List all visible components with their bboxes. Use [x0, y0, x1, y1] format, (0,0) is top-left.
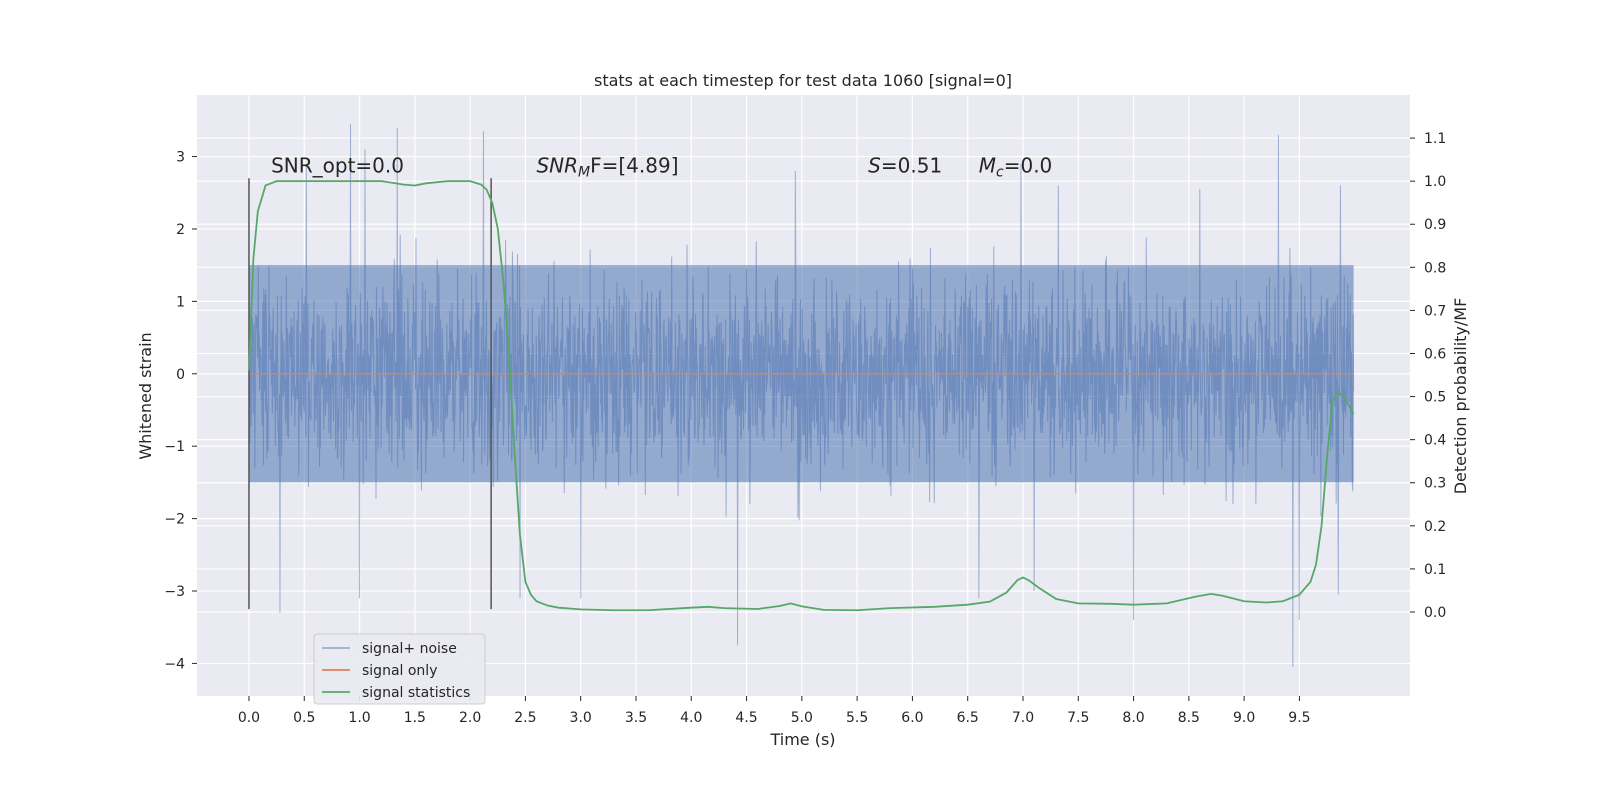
annotation-s-value: S=0.51	[868, 153, 942, 177]
x-tick-label-4: 2.0	[459, 710, 481, 726]
x-tick-label-15: 7.5	[1067, 710, 1089, 726]
x-tick-label-18: 9.0	[1233, 710, 1255, 726]
y-axis-ticks: −4 −3 −2 −1 0 1 2 3	[164, 150, 197, 672]
y-tick-label-1: −3	[164, 584, 185, 600]
y-tick-label-5: 1	[176, 294, 185, 310]
series-signal-statistics	[248, 180, 1355, 612]
x-tick-label-11: 5.5	[846, 710, 868, 726]
x-tick-label-8: 4.0	[680, 710, 702, 726]
legend-box	[313, 633, 486, 705]
y-tick-label-2: −2	[164, 512, 185, 528]
chart-title: stats at each timestep for test data 106…	[594, 71, 1012, 90]
annotation-mc-value: Mc=0.0	[979, 153, 1053, 180]
x-axis-label: Time (s)	[769, 730, 835, 749]
annotation-snr-opt: SNR_opt=0.0	[271, 153, 404, 177]
y2-tick-label-8: 0.8	[1424, 260, 1446, 276]
x-tick-label-12: 6.0	[901, 710, 923, 726]
y-tick-label-7: 3	[176, 150, 185, 166]
annotations: SNR_opt=0.0 SNRMF=[4.89] S=0.51 Mc=0.0	[271, 153, 1052, 180]
y2-tick-label-7: 0.7	[1424, 303, 1446, 319]
vertical-lines	[248, 178, 492, 610]
y2-axis-ticks: 0.0 0.1 0.2 0.3 0.4 0.5 0.6 0.7 0.8 0.9 1.0 1.1	[1410, 131, 1446, 621]
x-tick-label-7: 3.5	[625, 710, 647, 726]
x-tick-label-2: 1.0	[348, 710, 370, 726]
x-tick-label-0: 0.0	[238, 710, 260, 726]
y-axis-label: Whitened strain	[136, 332, 155, 459]
noise-trace	[248, 123, 1355, 668]
y2-tick-label-10: 1.0	[1424, 174, 1446, 190]
legend-label-signal-statistics: signal statistics	[362, 685, 470, 701]
y2-tick-label-4: 0.4	[1424, 433, 1446, 449]
y2-tick-label-3: 0.3	[1424, 476, 1446, 492]
x-tick-label-19: 9.5	[1288, 710, 1310, 726]
y-tick-label-6: 2	[176, 222, 185, 238]
legend-label-signal-only: signal only	[362, 663, 437, 679]
y-tick-label-0: −4	[164, 656, 185, 672]
x-tick-label-1: 0.5	[293, 710, 315, 726]
legend: signal+ noise signal only signal statistic…	[313, 633, 486, 705]
x-axis-ticks: 0.0 0.5 1.0 1.5 2.0 2.5 3.0 3.5 4.0 4.5 5.0 5.5 6.0 6…	[238, 696, 1311, 726]
y2-tick-label-2: 0.2	[1424, 519, 1446, 535]
x-tick-label-5: 2.5	[514, 710, 536, 726]
y2-tick-label-9: 0.9	[1424, 217, 1446, 233]
x-tick-label-3: 1.5	[404, 710, 426, 726]
y2-tick-label-1: 0.1	[1424, 562, 1446, 578]
y2-tick-label-6: 0.6	[1424, 346, 1446, 362]
x-tick-label-10: 5.0	[791, 710, 813, 726]
legend-label-signal-noise: signal+ noise	[362, 641, 457, 657]
x-tick-label-16: 8.0	[1122, 710, 1144, 726]
x-tick-label-17: 8.5	[1178, 710, 1200, 726]
y2-tick-label-0: 0.0	[1424, 605, 1446, 621]
annotation-snr-mf: SNRMF=[4.89]	[536, 153, 678, 180]
x-tick-label-13: 6.5	[957, 710, 979, 726]
x-tick-label-6: 3.0	[570, 710, 592, 726]
y-tick-label-3: −1	[164, 439, 185, 455]
y2-tick-label-11: 1.1	[1424, 131, 1446, 147]
y2-tick-label-5: 0.5	[1424, 390, 1446, 406]
x-tick-label-14: 7.0	[1012, 710, 1034, 726]
y2-axis-label: Detection probability/MF	[1451, 298, 1470, 495]
x-tick-label-9: 4.5	[735, 710, 757, 726]
y-tick-label-4: 0	[176, 367, 185, 383]
